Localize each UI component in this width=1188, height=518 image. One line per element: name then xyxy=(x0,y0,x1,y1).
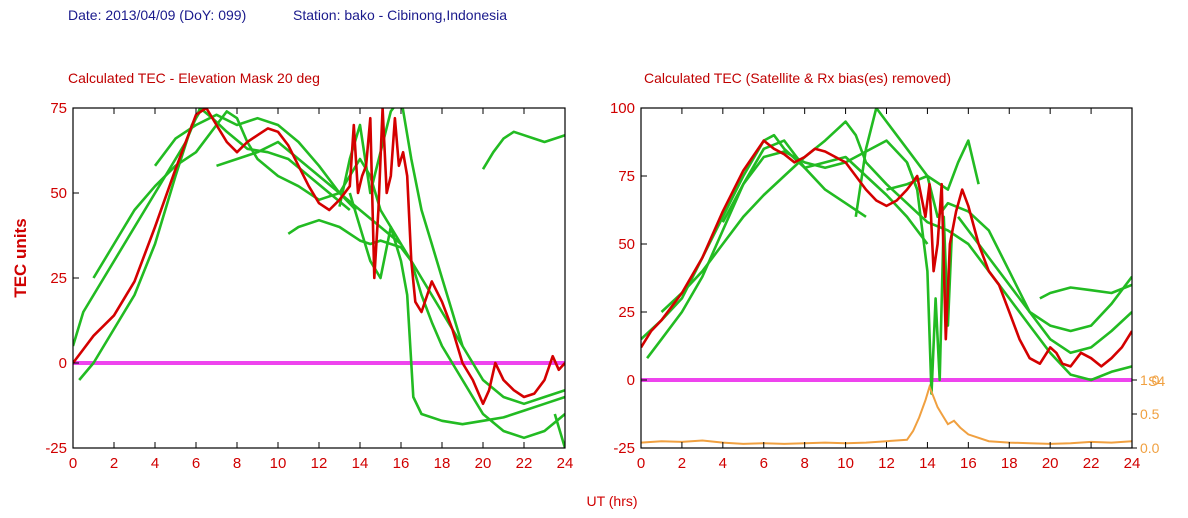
x-tick-label: 0 xyxy=(69,455,77,472)
chart-2-title: Calculated TEC (Satellite & Rx bias(es) … xyxy=(644,70,951,86)
header-date: Date: 2013/04/09 (DoY: 099) xyxy=(68,7,246,23)
satellite-track-4 xyxy=(721,139,919,223)
satellite-track-7 xyxy=(905,161,954,395)
header-station: Station: bako - Cibinong,Indonesia xyxy=(293,7,507,23)
y-axis-label: TEC units xyxy=(11,218,30,297)
x-tick-label: 2 xyxy=(678,455,686,472)
y-tick-label: -25 xyxy=(613,440,635,457)
x-tick-label: 6 xyxy=(760,455,768,472)
y-tick-label: 50 xyxy=(50,185,67,202)
plots-layer: 0 2 4 6 8 10 12 14 16 18 20 22 24-2502550750.00.51.0… xyxy=(45,100,1160,472)
x-tick-label: 18 xyxy=(1001,455,1018,472)
satellite-track-7 xyxy=(338,108,464,347)
x-tick-label: 24 xyxy=(557,455,574,472)
y-tick-label: -25 xyxy=(45,440,67,457)
x-tick-label: 8 xyxy=(800,455,808,472)
s4-axis-label: S4 xyxy=(1148,373,1165,389)
x-tick-label: 4 xyxy=(151,455,159,472)
plot-frame xyxy=(72,107,566,449)
satellite-track-2 xyxy=(646,139,867,359)
x-tick-label: 12 xyxy=(311,455,328,472)
satellite-track-8 xyxy=(957,216,1132,333)
satellite-track-9 xyxy=(481,130,565,170)
x-tick-label: 16 xyxy=(960,455,977,472)
x-tick-label: 4 xyxy=(719,455,727,472)
y-tick-label: 75 xyxy=(618,168,635,185)
x-tick-label: 14 xyxy=(919,455,936,472)
x-tick-label: 14 xyxy=(352,455,369,472)
x-tick-label: 16 xyxy=(393,455,410,472)
x-tick-label: 22 xyxy=(516,455,533,472)
y-tick-label: 100 xyxy=(610,100,635,117)
x-tick-label: 6 xyxy=(192,455,200,472)
s4-tick-label: 0.5 xyxy=(1140,406,1160,422)
satellite-track-5 xyxy=(216,140,565,406)
mean-tec-line xyxy=(641,139,1132,368)
x-tick-label: 2 xyxy=(110,455,118,472)
y-tick-label: 0 xyxy=(59,355,67,372)
satellite-track-6 xyxy=(886,174,1132,355)
x-tick-label: 18 xyxy=(434,455,451,472)
y-tick-label: 25 xyxy=(50,270,67,287)
y-tick-label: 75 xyxy=(50,100,67,117)
x-tick-label: 20 xyxy=(1042,455,1059,472)
x-axis-label: UT (hrs) xyxy=(586,493,637,509)
x-tick-label: 24 xyxy=(1124,455,1141,472)
satellite-track-5 xyxy=(854,108,980,217)
x-tick-label: 8 xyxy=(233,455,241,472)
s4-tick-label: 1.0 xyxy=(1140,372,1160,388)
mean-tec-line xyxy=(73,108,565,406)
satellite-track-1 xyxy=(73,108,351,347)
s4-series xyxy=(641,383,1132,445)
y-tick-label: 0 xyxy=(627,372,635,389)
x-tick-label: 10 xyxy=(837,455,854,472)
satellite-track-10 xyxy=(553,413,565,448)
y-tick-label: 25 xyxy=(618,304,635,321)
satellite-track-4 xyxy=(153,113,357,211)
chart-2-plot: 0.00.51.00 2 4 6 8 10 12 14 16 18 20 22 24-250255075… xyxy=(610,100,1160,472)
y-tick-label: 50 xyxy=(618,236,635,253)
x-tick-label: 0 xyxy=(637,455,645,472)
plot-frame xyxy=(640,107,1133,449)
satellite-track-3 xyxy=(660,120,1132,382)
satellite-track-9 xyxy=(1039,283,1132,300)
x-tick-label: 20 xyxy=(475,455,492,472)
chart-1-title: Calculated TEC - Elevation Mask 20 deg xyxy=(68,70,320,86)
x-tick-label: 10 xyxy=(270,455,287,472)
x-tick-label: 12 xyxy=(878,455,895,472)
satellite-track-6 xyxy=(287,218,565,440)
x-tick-label: 22 xyxy=(1083,455,1100,472)
s4-tick-label: 0.0 xyxy=(1140,440,1160,456)
